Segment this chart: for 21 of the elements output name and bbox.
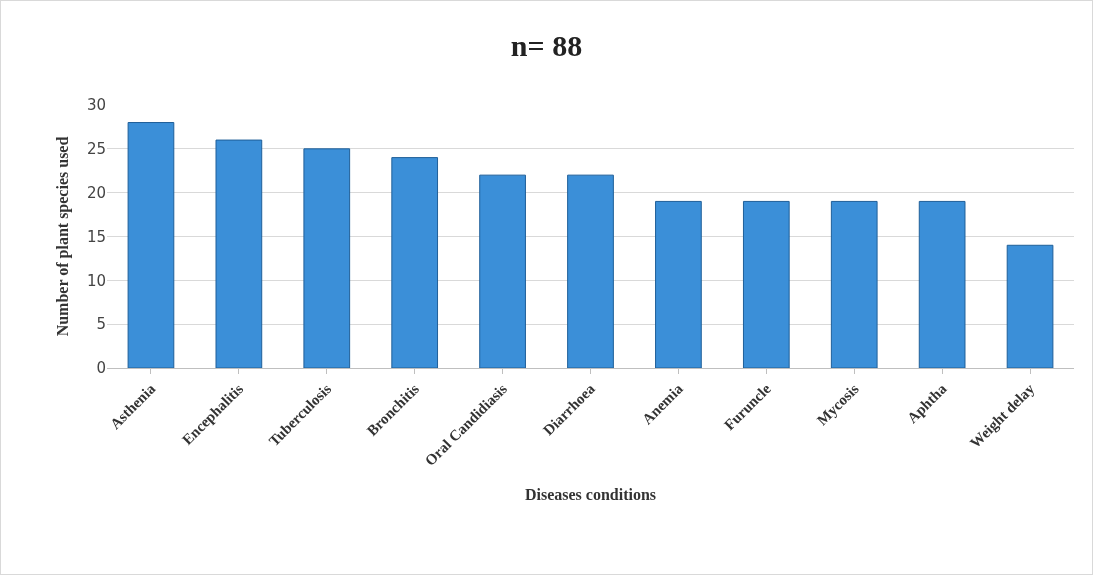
bar [215, 139, 263, 368]
bar [127, 122, 175, 368]
bar [742, 200, 790, 368]
bar [479, 174, 526, 368]
y-tick-label: 10 [86, 271, 106, 290]
y-axis-title: Number of plant species used [53, 136, 72, 337]
y-tick-label: 15 [86, 227, 106, 246]
x-axis-title: Diseases conditions [524, 485, 657, 503]
bar [303, 148, 351, 368]
bar [655, 200, 702, 368]
y-tick-label: 30 [86, 96, 106, 115]
bar [391, 157, 439, 368]
y-tick-label: 5 [96, 315, 106, 334]
bar [830, 200, 878, 368]
bar [567, 174, 614, 368]
chart-title: n= 88 [510, 29, 583, 63]
y-tick-label: 0 [96, 359, 106, 378]
bar [918, 200, 966, 368]
y-tick-label: 20 [86, 183, 106, 202]
bar [1006, 244, 1054, 368]
y-tick-label: 25 [86, 140, 106, 159]
